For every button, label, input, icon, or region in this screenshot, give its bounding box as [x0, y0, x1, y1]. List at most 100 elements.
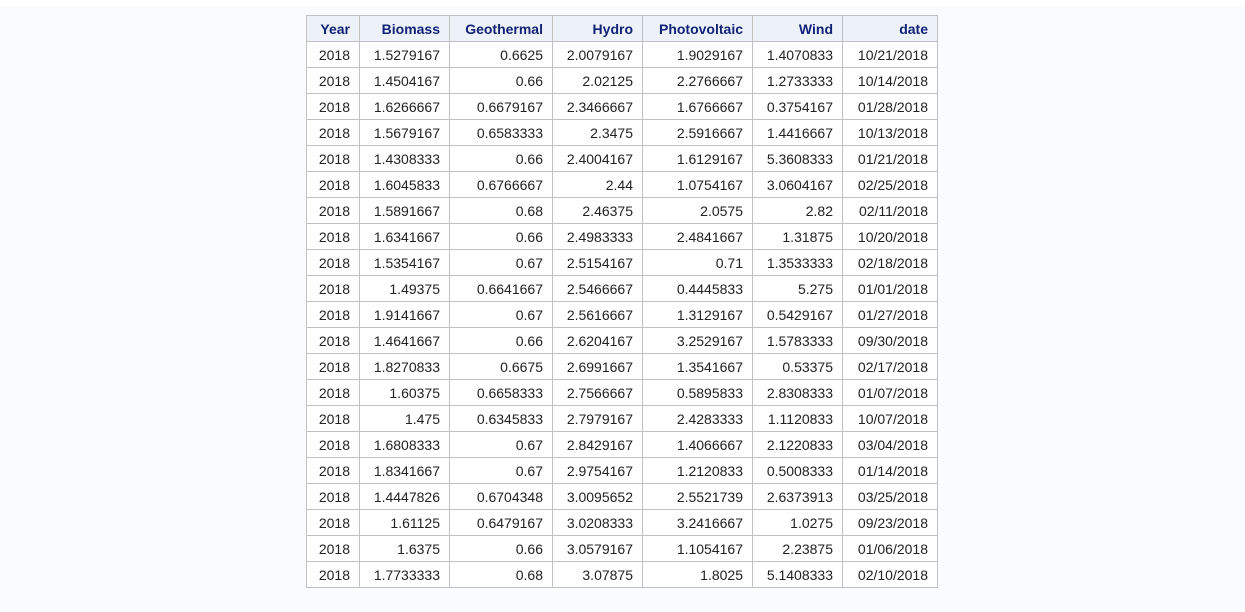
column-header-geothermal: Geothermal	[449, 15, 553, 42]
cell-photovoltaic: 2.2766667	[642, 67, 753, 94]
cell-biomass: 1.49375	[359, 275, 450, 302]
cell-photovoltaic: 1.9029167	[642, 41, 753, 68]
cell-photovoltaic: 3.2529167	[642, 327, 753, 354]
cell-biomass: 1.9141667	[359, 301, 450, 328]
cell-year: 2018	[306, 93, 360, 120]
cell-biomass: 1.61125	[359, 509, 450, 536]
cell-hydro: 2.9754167	[552, 457, 643, 484]
cell-date: 01/14/2018	[842, 457, 938, 484]
table-row: 2018 1.5679167 0.6583333 2.3475 2.5916667 1.4…	[306, 119, 938, 146]
cell-date: 02/10/2018	[842, 561, 938, 588]
cell-photovoltaic: 1.2120833	[642, 457, 753, 484]
table-row: 2018 1.8270833 0.6675 2.6991667 1.3541667 0.5…	[306, 353, 938, 380]
cell-geothermal: 0.6704348	[449, 483, 553, 510]
table-row: 2018 1.6808333 0.67 2.8429167 1.4066667 2.122…	[306, 431, 938, 458]
table-row: 2018 1.4504167 0.66 2.02125 2.2766667 1.27333…	[306, 67, 938, 94]
cell-biomass: 1.8341667	[359, 457, 450, 484]
cell-photovoltaic: 1.4066667	[642, 431, 753, 458]
cell-wind: 1.4070833	[752, 41, 843, 68]
cell-biomass: 1.6266667	[359, 93, 450, 120]
cell-wind: 1.2733333	[752, 67, 843, 94]
cell-geothermal: 0.67	[449, 249, 553, 276]
cell-hydro: 2.4983333	[552, 223, 643, 250]
cell-wind: 0.5008333	[752, 457, 843, 484]
cell-biomass: 1.5354167	[359, 249, 450, 276]
cell-year: 2018	[306, 457, 360, 484]
cell-hydro: 3.0095652	[552, 483, 643, 510]
table-row: 2018 1.60375 0.6658333 2.7566667 0.5895833 2.…	[306, 379, 938, 406]
cell-hydro: 2.0079167	[552, 41, 643, 68]
cell-biomass: 1.6045833	[359, 171, 450, 198]
table-body: 2018 1.5279167 0.6625 2.0079167 1.9029167 1.4…	[306, 41, 938, 588]
column-header-photovoltaic: Photovoltaic	[642, 15, 753, 42]
cell-year: 2018	[306, 431, 360, 458]
table-row: 2018 1.6375 0.66 3.0579167 1.1054167 2.23875 0…	[306, 535, 938, 562]
cell-geothermal: 0.6675	[449, 353, 553, 380]
cell-hydro: 3.07875	[552, 561, 643, 588]
cell-biomass: 1.5279167	[359, 41, 450, 68]
cell-geothermal: 0.67	[449, 431, 553, 458]
cell-geothermal: 0.6345833	[449, 405, 553, 432]
table-container: Year Biomass Geothermal Hydro Photovoltaic Wi…	[306, 15, 938, 588]
cell-wind: 2.8308333	[752, 379, 843, 406]
cell-photovoltaic: 2.0575	[642, 197, 753, 224]
cell-geothermal: 0.66	[449, 223, 553, 250]
cell-hydro: 2.7566667	[552, 379, 643, 406]
table-row: 2018 1.6341667 0.66 2.4983333 2.4841667 1.318…	[306, 223, 938, 250]
cell-photovoltaic: 1.8025	[642, 561, 753, 588]
cell-hydro: 2.02125	[552, 67, 643, 94]
cell-biomass: 1.4504167	[359, 67, 450, 94]
cell-date: 10/14/2018	[842, 67, 938, 94]
table-row: 2018 1.4641667 0.66 2.6204167 3.2529167 1.578…	[306, 327, 938, 354]
cell-year: 2018	[306, 275, 360, 302]
cell-date: 01/01/2018	[842, 275, 938, 302]
cell-year: 2018	[306, 223, 360, 250]
cell-wind: 0.53375	[752, 353, 843, 380]
cell-biomass: 1.4641667	[359, 327, 450, 354]
cell-geothermal: 0.6766667	[449, 171, 553, 198]
cell-biomass: 1.4308333	[359, 145, 450, 172]
cell-date: 01/28/2018	[842, 93, 938, 120]
cell-date: 09/30/2018	[842, 327, 938, 354]
cell-biomass: 1.8270833	[359, 353, 450, 380]
table-row: 2018 1.4447826 0.6704348 3.0095652 2.5521739…	[306, 483, 938, 510]
cell-geothermal: 0.68	[449, 197, 553, 224]
cell-year: 2018	[306, 145, 360, 172]
table-header: Year Biomass Geothermal Hydro Photovoltaic Wi…	[306, 15, 938, 42]
cell-year: 2018	[306, 353, 360, 380]
cell-date: 01/27/2018	[842, 301, 938, 328]
cell-biomass: 1.6341667	[359, 223, 450, 250]
cell-date: 10/13/2018	[842, 119, 938, 146]
table-row: 2018 1.61125 0.6479167 3.0208333 3.2416667 1.…	[306, 509, 938, 536]
cell-wind: 2.1220833	[752, 431, 843, 458]
table-row: 2018 1.8341667 0.67 2.9754167 1.2120833 0.500…	[306, 457, 938, 484]
cell-year: 2018	[306, 301, 360, 328]
cell-wind: 1.5783333	[752, 327, 843, 354]
cell-hydro: 2.4004167	[552, 145, 643, 172]
cell-photovoltaic: 3.2416667	[642, 509, 753, 536]
cell-year: 2018	[306, 379, 360, 406]
cell-year: 2018	[306, 483, 360, 510]
cell-year: 2018	[306, 405, 360, 432]
cell-date: 01/07/2018	[842, 379, 938, 406]
cell-hydro: 2.5154167	[552, 249, 643, 276]
table-row: 2018 1.4308333 0.66 2.4004167 1.6129167 5.360…	[306, 145, 938, 172]
table-row: 2018 1.6045833 0.6766667 2.44 1.0754167 3.060…	[306, 171, 938, 198]
cell-biomass: 1.7733333	[359, 561, 450, 588]
cell-hydro: 2.3475	[552, 119, 643, 146]
cell-photovoltaic: 0.71	[642, 249, 753, 276]
cell-wind: 0.5429167	[752, 301, 843, 328]
cell-photovoltaic: 2.4841667	[642, 223, 753, 250]
top-band	[0, 0, 1245, 6]
cell-photovoltaic: 1.3541667	[642, 353, 753, 380]
cell-wind: 3.0604167	[752, 171, 843, 198]
table-row: 2018 1.5354167 0.67 2.5154167 0.71 1.3533333 0…	[306, 249, 938, 276]
cell-wind: 0.3754167	[752, 93, 843, 120]
cell-date: 02/11/2018	[842, 197, 938, 224]
cell-hydro: 2.5616667	[552, 301, 643, 328]
cell-biomass: 1.475	[359, 405, 450, 432]
table-row: 2018 1.5891667 0.68 2.46375 2.0575 2.82 02/11/…	[306, 197, 938, 224]
cell-date: 02/18/2018	[842, 249, 938, 276]
cell-hydro: 3.0579167	[552, 535, 643, 562]
cell-date: 09/23/2018	[842, 509, 938, 536]
